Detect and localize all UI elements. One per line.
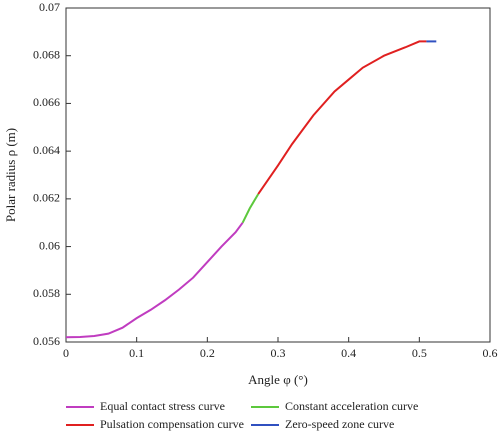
x-tick-label: 0 xyxy=(63,346,69,360)
x-tick-label: 0.3 xyxy=(271,346,286,360)
legend-label: Constant acceleration curve xyxy=(285,399,418,413)
series-line xyxy=(257,40,427,195)
y-tick-label: 0.064 xyxy=(33,143,60,157)
y-tick-label: 0.068 xyxy=(33,47,60,61)
y-tick-label: 0.062 xyxy=(33,191,60,205)
x-tick-label: 0.5 xyxy=(412,346,427,360)
x-tick-label: 0.1 xyxy=(129,346,144,360)
y-tick-label: 0.066 xyxy=(33,95,60,109)
y-tick-label: 0.058 xyxy=(33,286,60,300)
x-tick-label: 0.6 xyxy=(483,346,498,360)
legend-label: Pulsation compensation curve xyxy=(100,417,244,431)
x-tick-label: 0.2 xyxy=(200,346,215,360)
legend-label: Equal contact stress curve xyxy=(100,399,225,413)
x-tick-label: 0.4 xyxy=(341,346,356,360)
series-line xyxy=(65,222,244,339)
series-line xyxy=(241,193,260,224)
y-tick-label: 0.056 xyxy=(33,334,60,348)
x-axis-title: Angle φ (°) xyxy=(248,372,308,387)
y-axis-title: Polar radius ρ (m) xyxy=(3,128,18,222)
y-tick-label: 0.06 xyxy=(39,238,60,252)
y-tick-label: 0.07 xyxy=(39,0,60,14)
plot-frame xyxy=(65,7,491,343)
legend-label: Zero-speed zone curve xyxy=(285,417,394,431)
